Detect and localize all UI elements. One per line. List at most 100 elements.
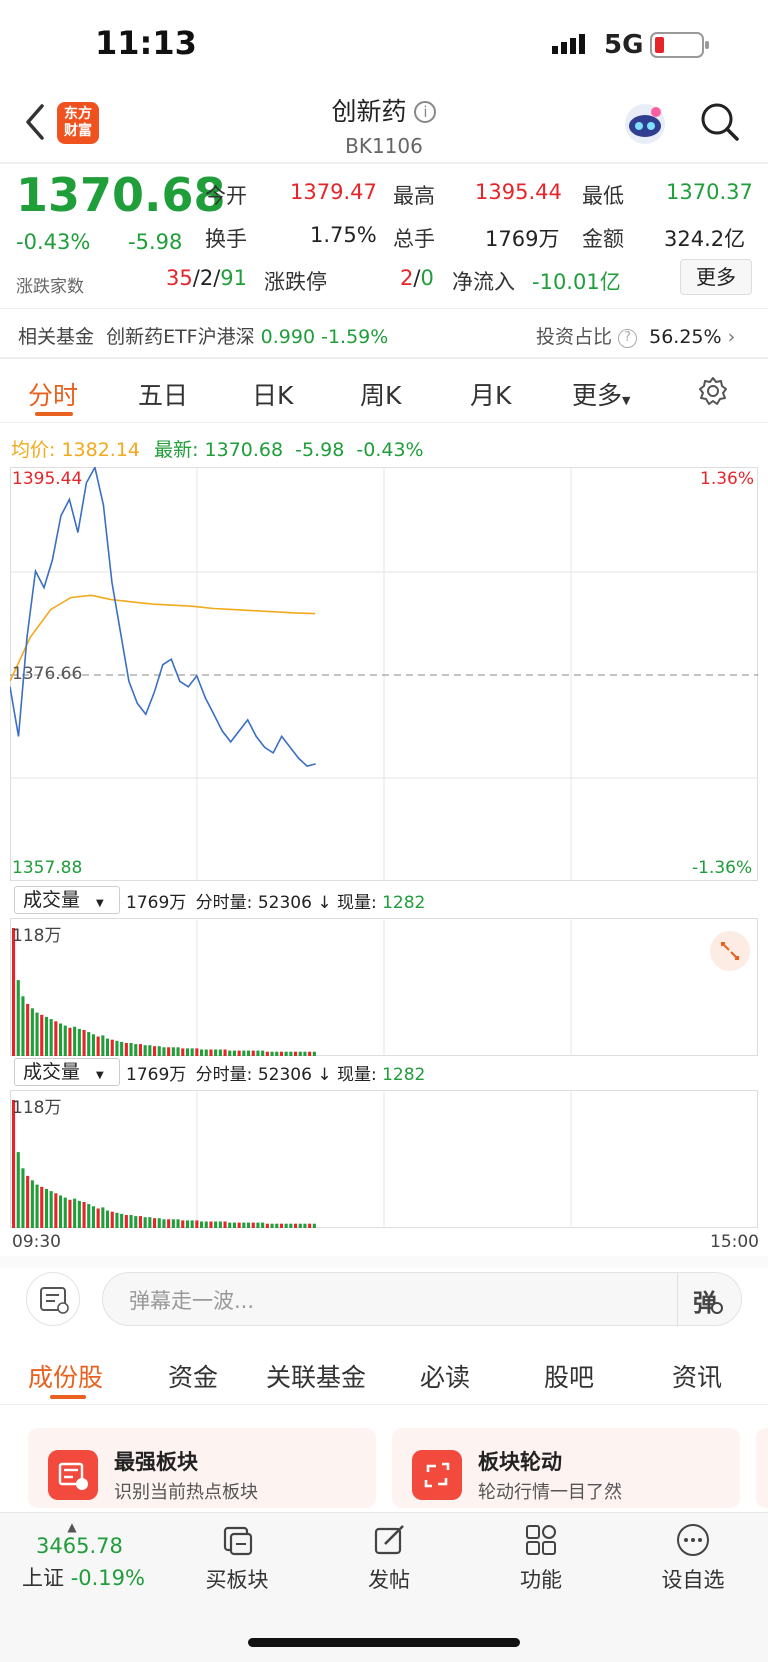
app-logo[interactable]: 东方 财富 bbox=[57, 102, 99, 144]
volume-bar bbox=[40, 1014, 44, 1056]
tab-intraday[interactable]: 分时 bbox=[28, 381, 79, 410]
limit-label: 涨跌停 bbox=[264, 270, 327, 294]
volume-bar bbox=[101, 1035, 105, 1056]
low-label: 最低 bbox=[582, 184, 624, 208]
volume-bar bbox=[294, 1051, 298, 1056]
info-icon[interactable]: i bbox=[414, 101, 437, 123]
home-indicator bbox=[248, 1638, 520, 1647]
volume-bar bbox=[289, 1051, 293, 1056]
edit-icon bbox=[374, 1525, 404, 1555]
tab-weekly-k[interactable]: 周K bbox=[360, 381, 402, 410]
tab-related-funds[interactable]: 关联基金 bbox=[266, 1363, 367, 1392]
related-fund-row[interactable]: 相关基金 创新药ETF沪港深 0.990 -1.59% bbox=[18, 322, 388, 349]
time-axis-start: 09:30 bbox=[12, 1232, 61, 1252]
volume-bar bbox=[143, 1045, 147, 1056]
volume-bar bbox=[26, 1175, 30, 1228]
expand-icon[interactable] bbox=[710, 931, 750, 971]
robot-assistant-icon[interactable] bbox=[623, 102, 667, 150]
comment-list-icon[interactable] bbox=[26, 1272, 80, 1326]
chevron-right-icon: › bbox=[727, 326, 736, 348]
volume-bar bbox=[200, 1049, 204, 1056]
more-button[interactable]: 更多 bbox=[680, 259, 752, 295]
volume-bar bbox=[87, 1204, 91, 1228]
tab-must-read[interactable]: 必读 bbox=[420, 1363, 471, 1392]
volume-bar bbox=[143, 1217, 147, 1228]
volume-bar bbox=[195, 1048, 199, 1056]
volume-label: 总手 bbox=[393, 227, 435, 251]
help-icon[interactable]: ? bbox=[618, 329, 638, 348]
functions-label: 功能 bbox=[520, 1568, 562, 1592]
tab-five-day[interactable]: 五日 bbox=[138, 381, 189, 410]
pct-axis-bottom: -1.36% bbox=[692, 858, 753, 878]
settings-icon[interactable] bbox=[698, 376, 728, 410]
volume-bar bbox=[223, 1049, 227, 1056]
amount-value: 324.2亿 bbox=[664, 227, 746, 251]
card-strongest-sector[interactable]: 最强板块 识别当前热点板块 bbox=[28, 1428, 376, 1508]
divider bbox=[0, 1256, 768, 1268]
breadth-label: 涨跌家数 bbox=[16, 277, 84, 297]
volume-bar bbox=[308, 1051, 312, 1056]
volume-bar bbox=[138, 1216, 142, 1228]
volume-bar bbox=[162, 1047, 166, 1056]
volume-bar bbox=[157, 1046, 161, 1056]
board-code: BK1106 bbox=[345, 134, 423, 158]
danmaku-toggle-icon[interactable]: 弹 bbox=[693, 1283, 733, 1317]
tab-monthly-k[interactable]: 月K bbox=[470, 381, 512, 410]
volume-chart[interactable] bbox=[10, 918, 758, 1056]
open-value: 1379.47 bbox=[290, 180, 377, 204]
latest-change: -5.98 bbox=[295, 439, 345, 461]
volume-selector[interactable]: 成交量 ▼ bbox=[14, 886, 120, 914]
index-value: 3465.78 bbox=[36, 1534, 123, 1558]
sector-rotation-icon bbox=[412, 1450, 462, 1500]
volume-bar bbox=[124, 1215, 128, 1228]
volume-bar bbox=[265, 1051, 269, 1056]
price-chart[interactable] bbox=[10, 467, 758, 881]
y-axis-mid: 1376.66 bbox=[12, 664, 83, 684]
card-title: 板块轮动 bbox=[478, 1450, 562, 1474]
volume-bar bbox=[185, 1048, 189, 1056]
breadth-values: 35/2/91 bbox=[166, 266, 247, 290]
volume-bar bbox=[59, 1195, 63, 1228]
volume-chart[interactable] bbox=[10, 1090, 758, 1228]
card-sector-rotation[interactable]: 板块轮动 轮动行情一目了然 bbox=[392, 1428, 740, 1508]
tab-constituents[interactable]: 成份股 bbox=[28, 1363, 104, 1392]
functions-button[interactable]: 功能 bbox=[486, 1520, 596, 1594]
card-peek[interactable] bbox=[756, 1428, 768, 1508]
buy-sector-label: 买板块 bbox=[205, 1568, 269, 1592]
volume-bar bbox=[21, 996, 25, 1056]
volume-bar bbox=[21, 1168, 25, 1228]
page-title: 创新药 bbox=[331, 97, 407, 126]
tab-capital[interactable]: 资金 bbox=[168, 1363, 219, 1392]
tab-daily-k[interactable]: 日K bbox=[252, 381, 294, 410]
index-ticker[interactable]: ▲ 3465.78 上证 -0.19% bbox=[22, 1520, 162, 1592]
buy-sector-button[interactable]: 买板块 bbox=[182, 1520, 292, 1594]
time-axis-end: 15:00 bbox=[710, 1232, 759, 1252]
volume-bar bbox=[279, 1051, 283, 1056]
tab-underline bbox=[35, 412, 73, 416]
dropdown-triangle-icon: ▼ bbox=[96, 1070, 104, 1081]
volume-bar bbox=[12, 1100, 16, 1228]
volume-bar bbox=[124, 1043, 128, 1056]
volume-bar bbox=[251, 1050, 255, 1056]
volume-bar bbox=[242, 1050, 246, 1056]
dropdown-triangle-icon: ▼ bbox=[96, 898, 104, 909]
tab-forum[interactable]: 股吧 bbox=[544, 1363, 595, 1392]
divider bbox=[0, 357, 768, 359]
add-watchlist-button[interactable]: 设自选 bbox=[638, 1520, 748, 1594]
investment-ratio[interactable]: 投资占比 ? 56.25% › bbox=[536, 322, 735, 349]
volume-selector[interactable]: 成交量 ▼ bbox=[14, 1058, 120, 1086]
volume-bar bbox=[148, 1217, 152, 1228]
back-icon[interactable] bbox=[22, 102, 48, 146]
volume-bar bbox=[275, 1051, 279, 1056]
volume-bar bbox=[91, 1206, 95, 1228]
comment-input[interactable]: 弹幕走一波... 弹 bbox=[102, 1272, 742, 1326]
tab-more[interactable]: 更多▼ bbox=[572, 381, 631, 410]
last-price: 1370.68 bbox=[16, 168, 226, 222]
post-button[interactable]: 发帖 bbox=[334, 1520, 444, 1594]
tab-news[interactable]: 资讯 bbox=[672, 1363, 723, 1392]
volume-bar bbox=[35, 1184, 39, 1228]
ratio-value: 56.25% bbox=[649, 326, 722, 348]
latest-value: 1370.68 bbox=[204, 439, 284, 461]
turnover-label: 换手 bbox=[205, 227, 247, 251]
search-icon[interactable] bbox=[700, 102, 740, 146]
